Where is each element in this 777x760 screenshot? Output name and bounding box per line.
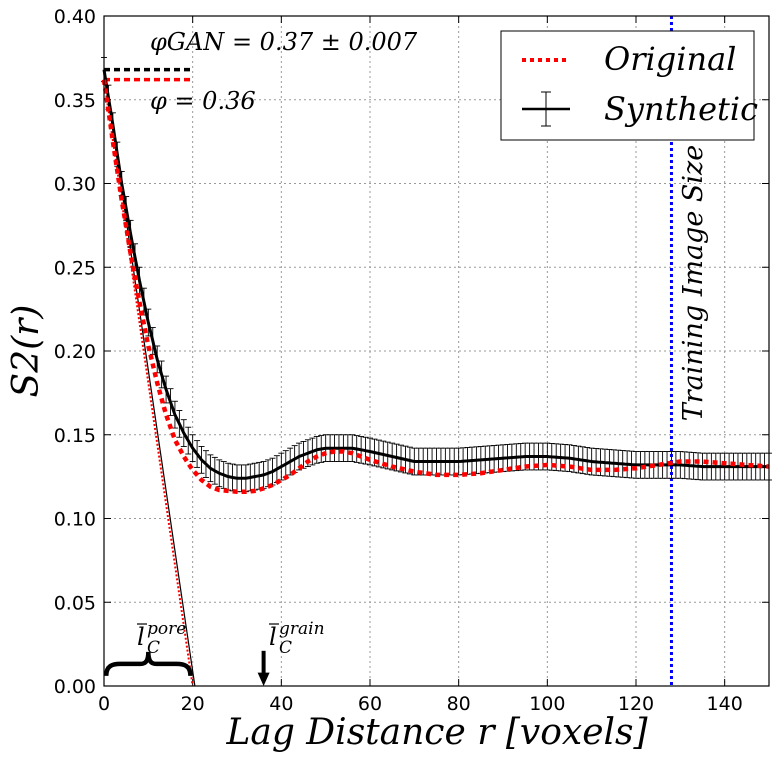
porosity-original-label: φ = 0.36 [150,87,256,115]
y-tick-label: 0.25 [54,257,96,279]
y-tick-label: 0.30 [54,174,96,196]
y-tick-label: 0.00 [54,676,96,698]
y-tick-label: 0.05 [54,592,96,614]
x-tick-label: 20 [181,693,205,715]
grain-arrow-head [257,672,270,686]
x-tick-label: 40 [269,693,293,715]
legend-label-original: Original [604,40,736,78]
pore-brace [103,651,193,677]
series-synthetic-line [102,69,769,480]
y-axis-label: S2(r) [6,305,47,398]
grain-length-sup: grain [279,619,325,639]
pore-length-sup: pore [147,619,186,639]
legend-box [500,30,755,141]
tick-labels: 0 20 40 60 80 100 120 140 0.00 0.05 0.10 0.15 0.20 0.… [54,6,743,715]
grain-length-main: l [269,623,277,651]
y-tick-label: 0.10 [54,509,96,531]
grid [104,16,769,686]
x-axis-label: Lag Distance r [voxels] [225,712,648,753]
x-tick-label: 80 [447,693,471,715]
grain-length-sub: C [279,638,292,658]
training-size-label: Training Image Size [678,145,709,421]
reference-lines [103,16,673,687]
porosity-gan-label: φGAN = 0.37 ± 0.007 [150,28,418,56]
series-layer [101,57,772,494]
x-tick-label: 100 [529,693,565,715]
x-tick-label: 60 [358,693,382,715]
y-tick-label: 0.40 [54,6,96,28]
x-tick-label: 120 [618,693,654,715]
x-tick-label: 140 [707,693,743,715]
series-original-line [101,79,770,494]
legend: Original Synthetic [500,30,758,141]
y-tick-label: 0.35 [54,90,96,112]
y-tick-label: 0.20 [54,341,96,363]
y-tick-label: 0.15 [54,425,96,447]
legend-label-synthetic: Synthetic [604,90,758,128]
pore-length-main: l [137,623,145,651]
x-tick-label: 0 [98,693,110,715]
plot-frame [103,15,770,687]
pore-length-sub: C [147,638,160,658]
